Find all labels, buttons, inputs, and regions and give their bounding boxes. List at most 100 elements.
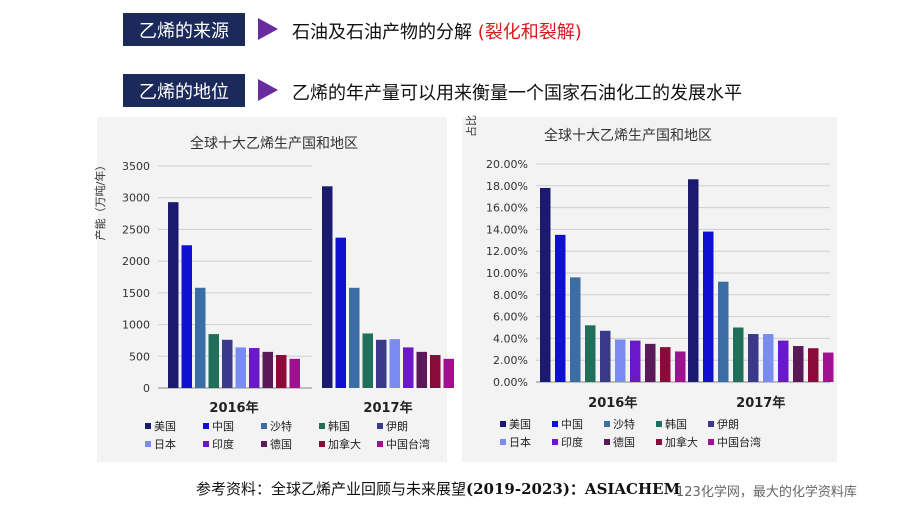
- legend-label: 德国: [613, 435, 635, 449]
- bar-印度-2017年: [778, 340, 789, 382]
- y-tick-label: 14.00%: [486, 223, 528, 236]
- legend-label: 加拿大: [665, 435, 698, 449]
- legend-swatch: [377, 441, 383, 447]
- bar-韩国-2017年: [362, 333, 373, 388]
- header1-text: 石油及石油产物的分解 (裂化和裂解): [292, 18, 582, 44]
- legend-label: 中国台湾: [717, 435, 761, 449]
- x-category-label: 2016年: [588, 395, 637, 411]
- bar-沙特-2017年: [349, 287, 360, 388]
- y-tick-label: 20.00%: [486, 158, 528, 171]
- legend-swatch: [377, 423, 383, 429]
- bar-中国台湾-2016年: [289, 358, 300, 388]
- y-axis-label: 占比: [464, 115, 478, 137]
- arrow-icon: [258, 18, 278, 40]
- y-tick-label: 18.00%: [486, 180, 528, 193]
- y-axis-label: 产能（万吨/年）: [93, 160, 107, 241]
- watermark: 123化学网，最大的化学资料库: [676, 485, 857, 500]
- legend-label: 沙特: [270, 419, 292, 433]
- bar-日本-2017年: [389, 339, 400, 388]
- legend-label: 伊朗: [386, 420, 408, 433]
- y-tick-label: 6.00%: [493, 311, 528, 324]
- bar-美国-2017年: [688, 179, 699, 382]
- bar-加拿大-2016年: [276, 355, 287, 388]
- y-tick-label: 1500: [122, 287, 150, 300]
- legend-label: 韩国: [328, 419, 350, 433]
- header2-label: 乙烯的地位: [123, 74, 245, 107]
- legend-swatch: [500, 421, 506, 427]
- legend-swatch: [203, 441, 209, 447]
- footer-bold: (2019-2023)：ASIACHEM: [466, 480, 681, 498]
- bar-加拿大-2017年: [430, 355, 441, 388]
- bar-印度-2016年: [249, 348, 260, 388]
- y-tick-label: 1000: [122, 319, 150, 332]
- chart-panel-right: [462, 117, 837, 462]
- bar-德国-2017年: [416, 351, 427, 388]
- legend-swatch: [319, 441, 325, 447]
- bar-韩国-2016年: [585, 325, 596, 382]
- bar-美国-2016年: [168, 202, 179, 388]
- bar-中国-2016年: [181, 245, 192, 388]
- bar-中国-2016年: [555, 234, 566, 382]
- legend-swatch: [500, 439, 506, 445]
- y-tick-label: 10.00%: [486, 267, 528, 280]
- legend-label: 日本: [154, 437, 176, 451]
- legend-swatch: [708, 439, 714, 445]
- bar-日本-2016年: [235, 347, 246, 388]
- y-tick-label: 0.00%: [493, 376, 528, 389]
- y-tick-label: 2.00%: [493, 354, 528, 367]
- y-tick-label: 2500: [122, 223, 150, 236]
- legend-swatch: [604, 421, 610, 427]
- bar-伊朗-2016年: [222, 339, 233, 388]
- y-tick-label: 0: [143, 382, 150, 395]
- legend-swatch: [656, 439, 662, 445]
- footer-citation: 参考资料：全球乙烯产业回顾与未来展望(2019-2023)：ASIACHEM: [196, 478, 680, 499]
- bar-美国-2017年: [322, 186, 333, 388]
- legend-swatch: [261, 423, 267, 429]
- legend-swatch: [319, 423, 325, 429]
- bar-德国-2016年: [645, 343, 656, 382]
- legend-label: 沙特: [613, 417, 635, 431]
- bar-美国-2016年: [540, 187, 551, 382]
- x-category-label: 2017年: [363, 400, 412, 416]
- legend-swatch: [203, 423, 209, 429]
- bar-韩国-2016年: [208, 334, 219, 388]
- bar-德国-2016年: [262, 351, 273, 388]
- y-tick-label: 8.00%: [493, 289, 528, 302]
- bar-沙特-2016年: [570, 277, 581, 382]
- y-tick-label: 500: [129, 350, 150, 363]
- legend-label: 印度: [561, 435, 583, 449]
- bar-中国-2017年: [335, 237, 346, 388]
- chart-title: 全球十大乙烯生产国和地区: [190, 135, 358, 152]
- legend-label: 日本: [509, 435, 531, 449]
- legend-label: 美国: [509, 418, 531, 431]
- legend-label: 中国台湾: [386, 437, 430, 451]
- legend-label: 美国: [154, 420, 176, 433]
- header2-text: 乙烯的年产量可以用来衡量一个国家石油化工的发展水平: [292, 83, 742, 104]
- bar-中国台湾-2016年: [675, 351, 686, 382]
- legend-swatch: [604, 439, 610, 445]
- bar-韩国-2017年: [733, 327, 744, 382]
- legend-label: 德国: [270, 437, 292, 451]
- y-tick-label: 2000: [122, 255, 150, 268]
- legend-label: 中国: [212, 420, 234, 433]
- legend-label: 中国: [561, 418, 583, 431]
- chart-panel-left: [97, 117, 447, 462]
- footer-text: 参考资料：全球乙烯产业回顾与未来展望: [196, 480, 467, 498]
- bar-伊朗-2016年: [600, 330, 611, 382]
- arrow-icon: [258, 79, 278, 101]
- legend-label: 加拿大: [328, 437, 361, 451]
- bar-加拿大-2016年: [660, 347, 671, 382]
- legend-swatch: [552, 421, 558, 427]
- legend-swatch: [261, 441, 267, 447]
- legend-swatch: [145, 441, 151, 447]
- y-tick-label: 3500: [122, 160, 150, 173]
- bar-伊朗-2017年: [748, 334, 759, 382]
- header1-highlight: (裂化和裂解): [477, 22, 582, 43]
- bar-沙特-2017年: [718, 281, 729, 382]
- bar-德国-2017年: [793, 346, 804, 382]
- y-tick-label: 16.00%: [486, 202, 528, 215]
- bar-中国台湾-2017年: [443, 358, 454, 388]
- legend-label: 伊朗: [717, 418, 739, 431]
- bar-中国台湾-2017年: [823, 352, 834, 382]
